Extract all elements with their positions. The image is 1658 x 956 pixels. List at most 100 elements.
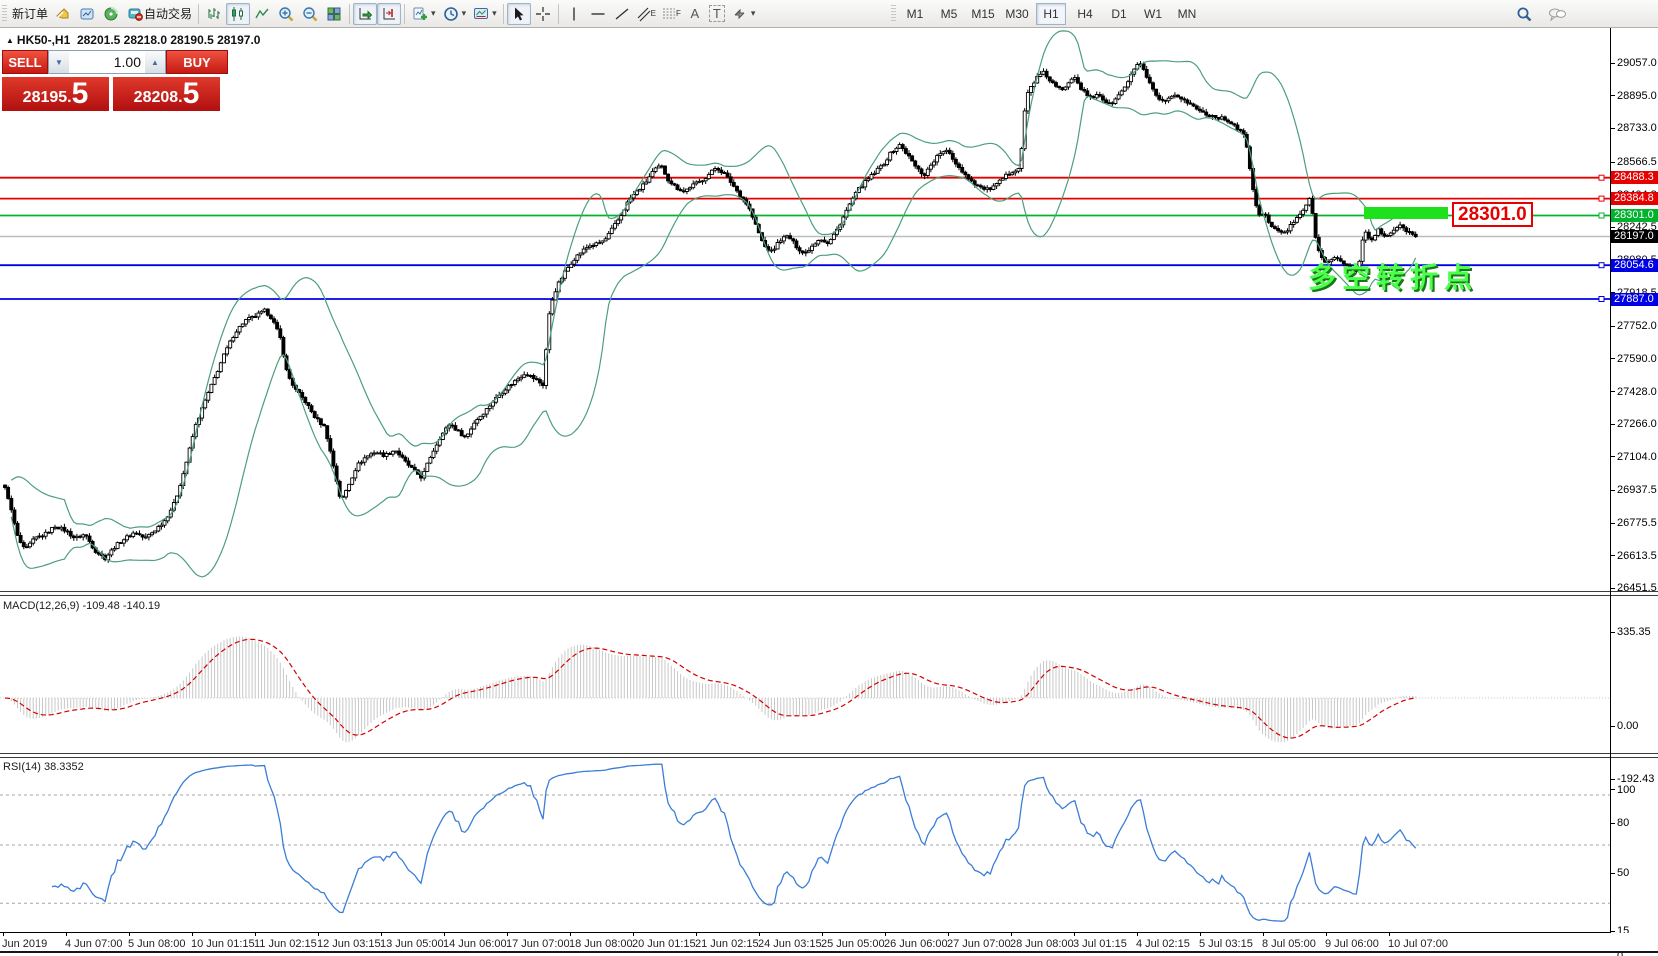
timeframe-M1[interactable]: M1 [906, 7, 924, 21]
chat-button[interactable] [1544, 3, 1570, 25]
pane-separator[interactable] [0, 753, 1658, 758]
sell-price-display[interactable]: 28195. 5 [2, 77, 109, 111]
time-tick-label: 5 Jul 03:15 [1199, 938, 1253, 950]
time-tick [255, 933, 256, 936]
channel-tool[interactable]: E [634, 3, 659, 25]
turning-point-annotation[interactable]: 多空转折点 [1308, 262, 1479, 293]
arrows-icon [734, 8, 745, 19]
time-tick [1326, 933, 1327, 936]
price-tick-label: 27752.0 [1617, 320, 1657, 333]
macd-pane[interactable] [0, 597, 1610, 753]
dropdown-arrow-icon[interactable]: ▾ [461, 8, 467, 18]
clock-icon [443, 6, 458, 21]
zoom-in-icon [279, 6, 294, 21]
price-tick-label: 26937.5 [1617, 484, 1657, 497]
stepper-up-icon: ▲ [151, 57, 159, 67]
arrows-tool-button[interactable]: ▾ [728, 3, 759, 25]
fibonacci-tool[interactable]: F [659, 3, 684, 25]
crosshair-tool-button[interactable] [531, 3, 555, 25]
horizontal-line-tool[interactable] [586, 3, 610, 25]
templates-button[interactable]: ▾ [469, 3, 500, 25]
price-tick [1611, 226, 1615, 228]
timeframe-M5[interactable]: M5 [940, 7, 958, 21]
chart-shift-button[interactable] [377, 2, 402, 25]
add-indicator-button[interactable]: ▾ [408, 3, 439, 25]
new-order-button[interactable]: 新订单 [9, 3, 51, 25]
bar-chart-button[interactable] [202, 3, 226, 25]
time-tick-label: 28 Jun 08:00 [1010, 938, 1074, 950]
sell-price-main: 28195 [22, 89, 68, 106]
buy-price-display[interactable]: 28208. 5 [113, 77, 220, 111]
price-tick [1611, 161, 1615, 163]
navigator-icon [104, 6, 119, 20]
auto-scroll-button[interactable] [353, 2, 378, 25]
chart-window: 28301.0 多空转折点 ▲ HK50-,H1 28201.5 28218.0 … [0, 28, 1658, 956]
timeframe-D1[interactable]: D1 [1111, 7, 1127, 21]
add-indicator-icon [413, 7, 428, 20]
stepper-down-icon: ▼ [55, 57, 63, 67]
buy-button[interactable]: BUY [166, 50, 228, 74]
periods-button[interactable]: ▾ [439, 3, 470, 25]
data-window-icon[interactable] [75, 3, 99, 25]
vertical-line-tool[interactable] [562, 3, 586, 25]
crosshair-icon [535, 6, 550, 21]
tile-windows-button[interactable] [322, 3, 346, 25]
macd-tick-label: 335.35 [1617, 626, 1651, 639]
zoom-out-icon [303, 6, 318, 21]
timeframe-H1[interactable]: H1 [1036, 3, 1066, 25]
macd-tick-label: 0.00 [1617, 720, 1639, 732]
candlestick-chart-button[interactable] [226, 2, 251, 25]
timeframe-toolbar: M1 M5 M15 M30 H1 H4 D1 W1 MN [889, 2, 1204, 26]
price-tick [1611, 423, 1615, 425]
search-button[interactable] [1512, 3, 1536, 25]
template-icon [474, 7, 489, 19]
pane-separator[interactable] [0, 591, 1658, 596]
toolbar-grip[interactable] [2, 4, 7, 23]
timeframe-MN[interactable]: MN [1177, 7, 1197, 21]
auto-trading-button[interactable]: 自动交易 [123, 3, 195, 25]
buy-price-main: 28208 [133, 89, 179, 106]
sell-button[interactable]: SELL [2, 50, 48, 74]
market-watch-icon[interactable] [51, 3, 75, 25]
navigator-icon[interactable] [99, 3, 123, 25]
price-tag-annotation[interactable]: 28301.0 [1452, 202, 1533, 227]
zoom-out-button[interactable] [298, 3, 322, 25]
timeframe-M30[interactable]: M30 [1005, 7, 1029, 21]
volume-decrease-button[interactable]: ▼ [49, 51, 69, 73]
timeframe-W1[interactable]: W1 [1144, 7, 1162, 21]
collapse-triangle-icon[interactable]: ▲ [6, 36, 14, 45]
volume-input[interactable] [69, 51, 145, 73]
time-tick-label: 24 Jun 03:15 [758, 938, 822, 950]
time-tick-label: 8 Jul 05:00 [1262, 938, 1316, 950]
dropdown-arrow-icon[interactable]: ▾ [492, 8, 497, 18]
zoom-in-button[interactable] [274, 3, 298, 25]
dropdown-arrow-icon[interactable]: ▾ [431, 8, 436, 18]
buy-button-label: BUY [183, 54, 211, 70]
vertical-line-icon [572, 7, 575, 20]
line-chart-button[interactable] [250, 3, 274, 25]
highlight-rectangle[interactable] [1364, 207, 1448, 219]
rsi-pane[interactable] [0, 758, 1610, 932]
cursor-tool-button[interactable] [506, 2, 531, 25]
trendline-tool[interactable] [610, 3, 634, 25]
fibonacci-letter: F [675, 9, 681, 18]
dropdown-arrow-icon[interactable]: ▾ [750, 8, 756, 18]
text-label-tool[interactable]: T [706, 3, 728, 25]
timeframe-H4[interactable]: H4 [1077, 7, 1093, 21]
chart-title-ohlc: 28201.5 28218.0 28190.5 28197.0 [76, 33, 261, 47]
chat-icon [1549, 8, 1566, 22]
toolbar-grip[interactable] [891, 5, 896, 23]
volume-increase-button[interactable]: ▲ [145, 51, 165, 73]
time-tick-label: 13 Jun 05:00 [380, 938, 444, 950]
text-tool[interactable]: A [684, 3, 706, 25]
market-watch-icon [56, 7, 69, 18]
price-tick-label: 29057.0 [1617, 57, 1657, 70]
main-price-pane[interactable] [0, 28, 1610, 591]
time-axis[interactable]: Jun 2019 4 Jun 07:00 5 Jun 08:00 10 Jun 01:… [0, 933, 1658, 951]
macd-tick-label: -192.43 [1617, 773, 1655, 785]
price-tick-label: 28733.0 [1617, 122, 1657, 135]
timeframe-M15[interactable]: M15 [971, 7, 995, 21]
price-tick [1611, 62, 1615, 64]
text-label-letter: T [708, 5, 725, 22]
time-tick-label: 26 Jun 06:00 [884, 938, 948, 950]
